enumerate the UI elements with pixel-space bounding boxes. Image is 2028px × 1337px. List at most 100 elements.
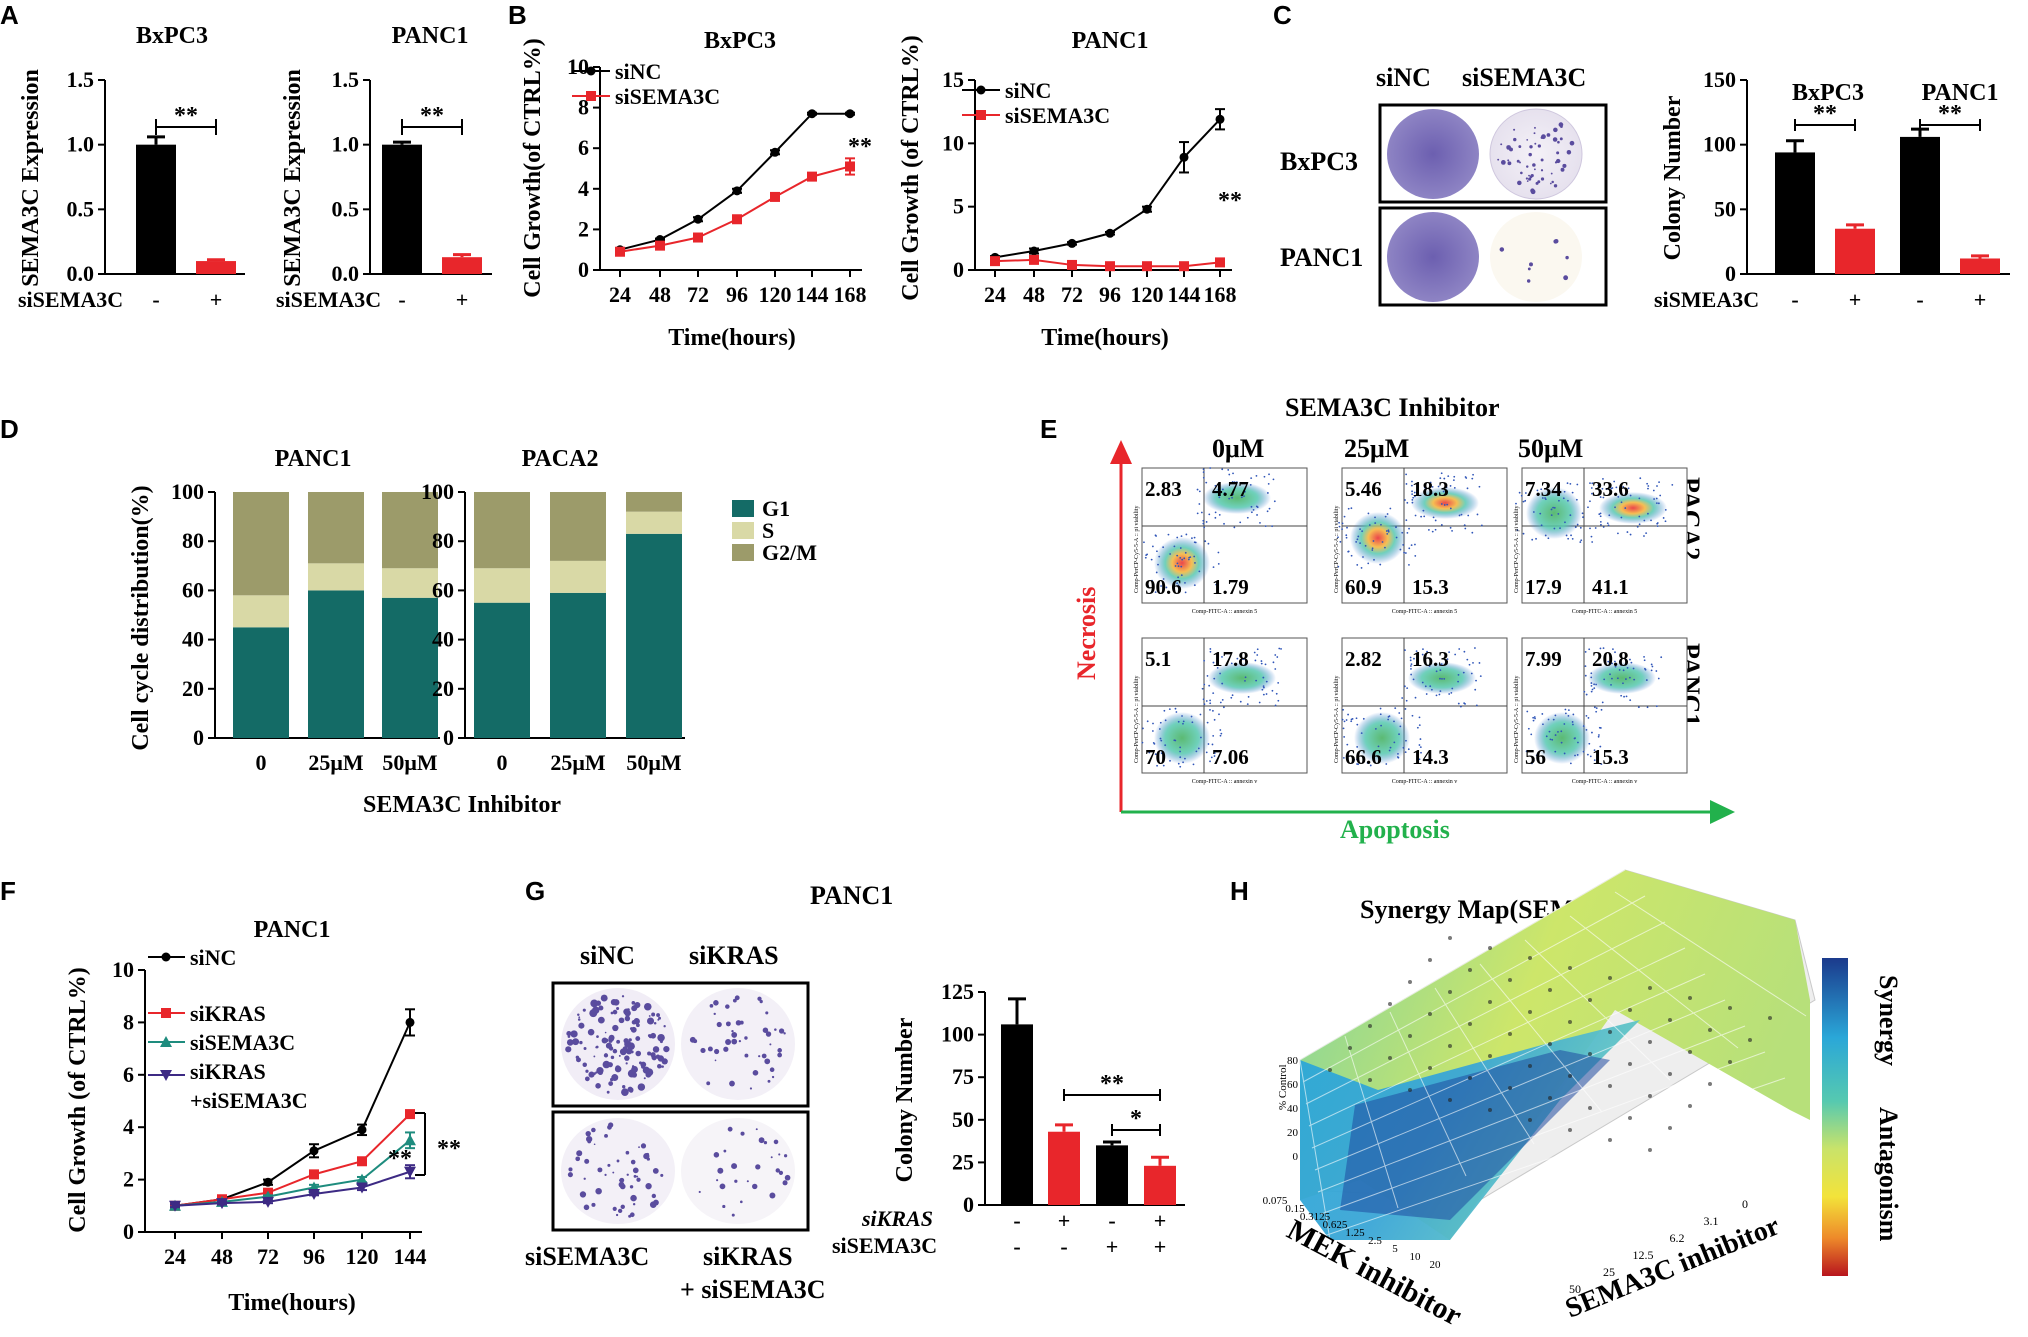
flow-event: [1339, 540, 1342, 543]
h-grid-node: [1648, 1040, 1652, 1044]
flow-event: [1656, 522, 1659, 525]
legend-label-sinc: siNC: [190, 945, 236, 970]
y-tick-label: 60: [432, 577, 454, 602]
x-tick-label: 25μM: [308, 750, 363, 775]
data-point: [1105, 261, 1115, 272]
flow-event: [1567, 709, 1570, 712]
h-grid-node: [1708, 1082, 1712, 1086]
h-grid-line: [1434, 987, 1535, 1145]
flow-event: [1590, 672, 1593, 675]
flow-y-axis-label: Comp-PerCP-Cy5-5-A :: pi viability: [1514, 505, 1520, 593]
flow-event: [1174, 707, 1177, 710]
colony: [770, 1156, 773, 1159]
plate-bxpc3-sinc: [1387, 109, 1479, 199]
h-grid-node: [1568, 1020, 1572, 1024]
panel-label-b: B: [508, 0, 527, 30]
flow-event: [1148, 751, 1151, 754]
flow-event: [1350, 554, 1353, 557]
y-tick-label: 1.5: [67, 67, 95, 92]
h-grid-node: [1548, 988, 1552, 992]
quadrant-q4-value: 17.9: [1525, 575, 1562, 599]
flow-event: [1250, 505, 1253, 508]
colony: [630, 1194, 637, 1202]
x-tick-label: 24: [609, 282, 631, 307]
chart-d-cell-cycle: 0 20 40 60 80 100 Cell cycle distribution(%) PA…: [128, 446, 685, 818]
flow-event: [1430, 492, 1433, 495]
flow-density: [1203, 482, 1271, 514]
flow-event: [1638, 497, 1641, 500]
colony: [1497, 158, 1500, 161]
flow-event: [1552, 718, 1555, 721]
flow-event: [1145, 554, 1148, 557]
flow-event: [1410, 544, 1413, 547]
flow-event: [1169, 759, 1171, 762]
flow-event: [1554, 714, 1557, 717]
colony: [628, 1049, 632, 1053]
flow-event: [1157, 563, 1159, 566]
h-grid-node: [1368, 1078, 1372, 1082]
h-surface-core: [1340, 1050, 1610, 1220]
y-tick-label: 1.0: [332, 132, 360, 157]
colony: [725, 1004, 730, 1009]
flow-event: [1637, 706, 1640, 709]
flow-event: [1192, 763, 1195, 766]
flow-event: [1345, 719, 1348, 721]
row-value: -: [1013, 1208, 1020, 1233]
colony: [634, 1001, 641, 1009]
flow-event: [1655, 705, 1658, 708]
bar: [136, 144, 176, 274]
flow-event: [1154, 591, 1157, 594]
quadrant-q4-value: 66.6: [1345, 745, 1382, 769]
flow-dose-0: 0μM: [1212, 434, 1264, 463]
flow-event: [1440, 472, 1443, 475]
flow-event: [1591, 541, 1594, 543]
flow-event: [1350, 507, 1353, 510]
legend-marker-sikras: [161, 1008, 171, 1018]
flow-event: [1401, 531, 1404, 534]
h-grid-node: [1668, 1018, 1672, 1022]
chart-title: BxPC3: [136, 23, 208, 49]
flow-event: [1341, 718, 1344, 721]
group-label: siSEMA3C: [276, 287, 381, 312]
flow-event: [1590, 690, 1593, 693]
colony: [727, 1126, 733, 1132]
legend-label-sikras: siKRAS: [190, 1001, 266, 1026]
flow-event: [1646, 706, 1649, 709]
flow-event: [1203, 683, 1206, 686]
chart-g-colony: 0 25 50 75 100 125 *** Colony Number siKRASsiSEM…: [832, 979, 1185, 1259]
flow-event: [1346, 526, 1348, 529]
h-grid-line: [1320, 1051, 1766, 1215]
colony: [707, 1046, 713, 1052]
flow-event: [1553, 506, 1556, 509]
flow-event: [1205, 700, 1208, 702]
flow-event: [1395, 536, 1398, 539]
colony: [585, 1069, 589, 1073]
flow-event: [1396, 756, 1399, 758]
bar: [1960, 258, 2000, 274]
flow-event: [1342, 727, 1345, 730]
flow-event: [1218, 496, 1221, 499]
colony: [778, 1170, 784, 1176]
y-axis-label: Cell Growth (of CTRL%): [898, 35, 924, 301]
colony: [755, 1128, 758, 1131]
colony: [657, 1018, 660, 1021]
flow-event: [1409, 656, 1412, 659]
bar-segment-s: [626, 511, 682, 534]
flow-event: [1550, 508, 1553, 511]
flow-event: [1274, 654, 1277, 656]
quadrant-q4-value: 56: [1525, 745, 1546, 769]
data-point: [770, 147, 780, 157]
flow-event: [1440, 524, 1443, 526]
flow-event: [1532, 716, 1535, 719]
colony: [1550, 172, 1553, 175]
h-grid-node: [1388, 1002, 1392, 1006]
h-grid-node: [1568, 1128, 1572, 1132]
h-grid-line: [1314, 999, 1726, 1171]
flow-event: [1426, 650, 1428, 653]
colony: [658, 1036, 663, 1041]
colony: [610, 1055, 615, 1060]
flow-event: [1411, 714, 1414, 717]
colony: [610, 998, 618, 1006]
flow-event: [1466, 487, 1469, 490]
colony: [1506, 145, 1509, 148]
